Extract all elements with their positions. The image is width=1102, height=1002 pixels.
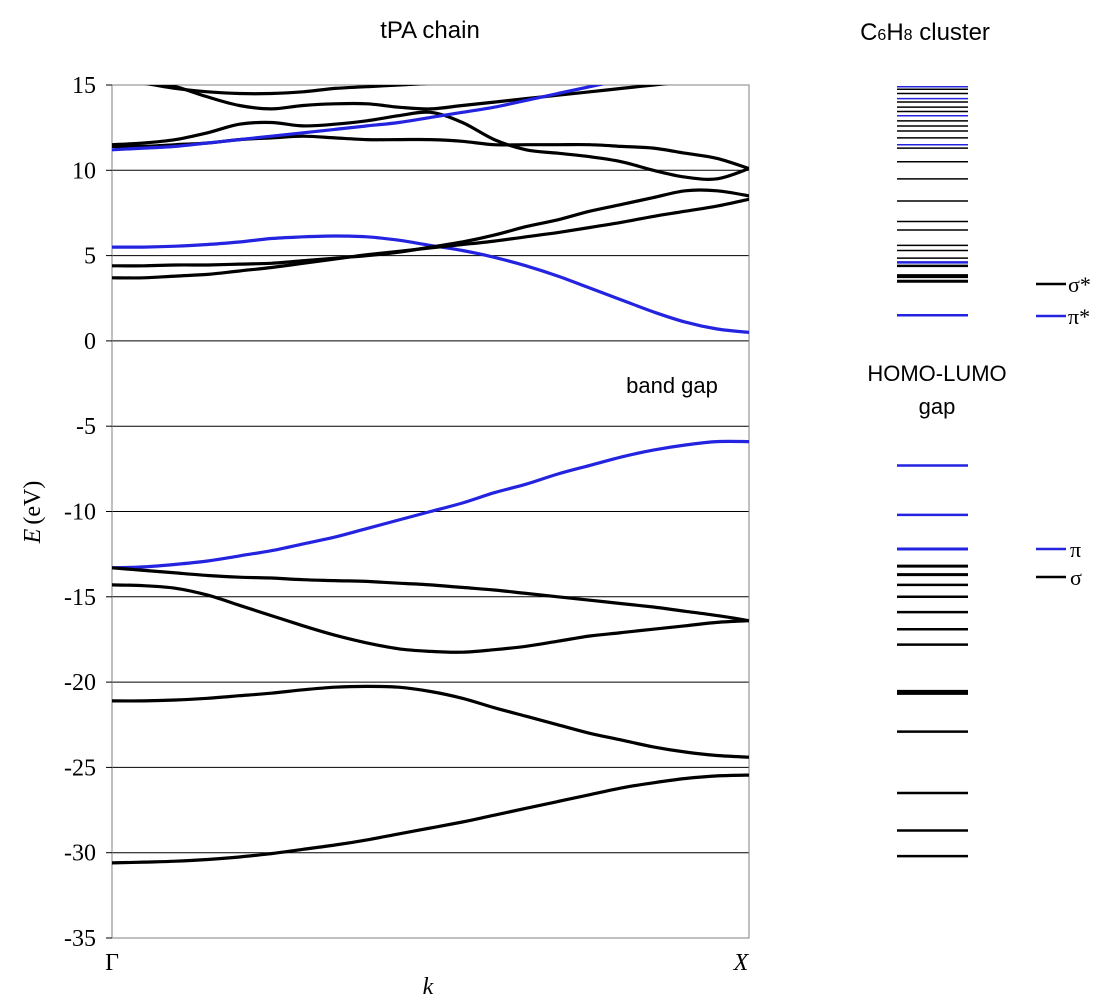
cluster-panel: C6H8 cluster HOMO-LUMO gap σ* π* π σ <box>860 19 1091 858</box>
y-tick-label: -15 <box>64 585 96 611</box>
band-gap-label: band gap <box>626 373 718 398</box>
y-tick-label: -5 <box>76 414 96 440</box>
x-tick-label-x: X <box>733 950 750 976</box>
chart-title: tPA chain <box>380 17 480 44</box>
sigma-band-line <box>161 85 669 111</box>
y-tick-label: -20 <box>64 670 96 696</box>
cluster-title: C6H8 cluster <box>860 19 990 46</box>
legend-pi-star-label: π* <box>1068 304 1090 329</box>
sigma-band-line <box>112 134 749 171</box>
y-axis-label: E (eV) <box>20 481 46 545</box>
y-axis-ticks: 15 10 5 0 -5 -10 -15 -20 -25 -30 -35 <box>64 73 112 952</box>
cluster-title-c: C <box>860 19 877 46</box>
sigma-band-line <box>112 583 749 654</box>
pi-band-line <box>112 85 606 152</box>
sigma-band-line <box>112 188 749 268</box>
y-tick-label: -30 <box>64 841 96 867</box>
pi-band-line <box>112 439 749 570</box>
y-tick-label: 5 <box>84 244 96 270</box>
svg-text:E(eV): E (eV) <box>20 481 46 545</box>
x-tick-label-gamma: Γ <box>105 950 119 976</box>
gap-label-line1: HOMO-LUMO <box>867 361 1006 386</box>
cluster-title-sub2: 8 <box>904 27 913 44</box>
y-tick-label: -25 <box>64 755 96 781</box>
tpa-chain-panel: tPA chain 15 10 5 0 -5 -10 -15 -20 -25 -30 -35 ban… <box>20 17 750 1000</box>
sigma-band-line <box>112 197 749 280</box>
sigma-band-line <box>112 110 749 181</box>
y-tick-label: 15 <box>72 73 96 99</box>
y-tick-label: -10 <box>64 500 96 526</box>
energy-levels <box>897 85 968 858</box>
x-axis-label: k <box>423 974 434 1000</box>
legend-sigma-label: σ <box>1070 565 1082 590</box>
legend-sigma-star-label: σ* <box>1068 272 1091 297</box>
y-tick-label: -35 <box>64 926 96 952</box>
y-axis-label-symbol: E <box>20 528 46 544</box>
cluster-title-h: H <box>886 19 903 46</box>
sigma-band-line <box>112 684 749 759</box>
band-lines <box>112 85 749 865</box>
gap-label-line2: gap <box>919 394 956 419</box>
legend-upper: σ* π* <box>1036 272 1091 329</box>
sigma-band-line <box>112 773 749 865</box>
y-tick-label: 0 <box>84 329 96 355</box>
cluster-title-sub1: 6 <box>877 27 886 44</box>
y-tick-label: 10 <box>72 158 96 184</box>
pi-band-line <box>112 234 749 334</box>
legend-lower: π σ <box>1036 537 1082 590</box>
legend-pi-label: π <box>1070 537 1081 562</box>
sigma-band-line <box>144 85 429 96</box>
sigma-band-line <box>112 566 749 623</box>
cluster-title-rest: cluster <box>913 19 990 46</box>
y-axis-label-unit: (eV) <box>20 481 46 525</box>
